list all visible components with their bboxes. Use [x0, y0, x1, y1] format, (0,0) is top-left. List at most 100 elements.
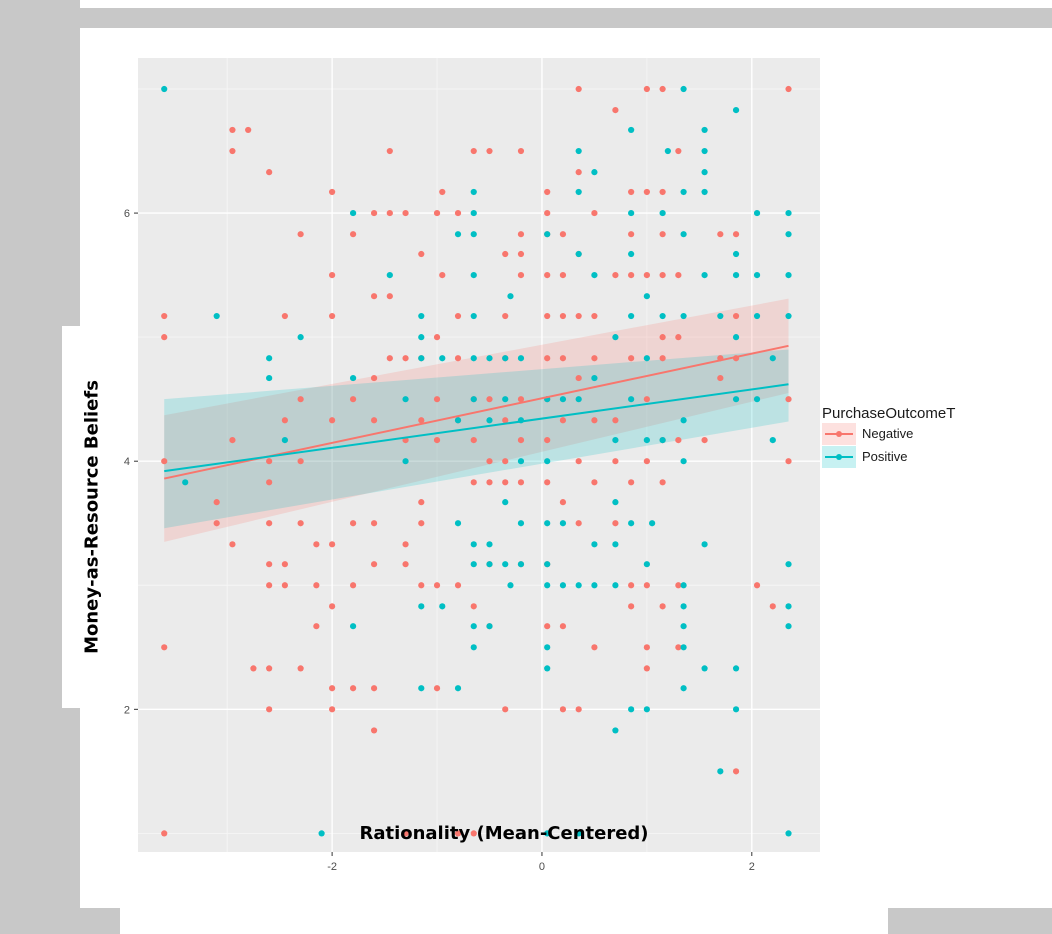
data-point-negative — [559, 623, 567, 630]
data-point-negative — [297, 665, 304, 672]
data-point-negative — [502, 312, 509, 320]
data-point-positive — [454, 685, 462, 692]
data-point-positive — [559, 396, 567, 403]
data-point-positive — [544, 561, 551, 568]
data-point-positive — [402, 396, 409, 403]
data-point-positive — [517, 561, 525, 568]
data-point-positive — [680, 458, 687, 465]
data-point-positive — [213, 312, 220, 320]
data-point-negative — [628, 479, 635, 486]
data-point-negative — [439, 188, 446, 196]
data-point-negative — [659, 334, 666, 341]
y-axis-label: Money-as-Resource Beliefs — [81, 380, 103, 654]
data-point-negative — [402, 561, 409, 568]
data-point-positive — [680, 644, 687, 651]
data-point-negative — [753, 582, 761, 589]
data-point-negative — [486, 147, 493, 155]
x-tick-label: 2 — [749, 861, 755, 873]
data-point-negative — [402, 541, 409, 548]
data-point-positive — [349, 623, 357, 630]
data-point-negative — [575, 85, 582, 93]
data-point-negative — [418, 582, 425, 589]
data-point-positive — [753, 312, 761, 320]
data-point-positive — [732, 396, 740, 403]
data-point-negative — [643, 188, 650, 196]
data-point-negative — [517, 479, 525, 486]
data-point-negative — [386, 293, 393, 300]
data-point-negative — [575, 706, 582, 713]
data-point-negative — [229, 126, 236, 134]
data-point-positive — [470, 561, 477, 568]
data-point-negative — [281, 561, 288, 568]
data-point-negative — [297, 231, 304, 238]
legend-entries: Negative Positive — [822, 422, 1052, 468]
data-point-positive — [470, 355, 477, 362]
data-point-negative — [544, 312, 551, 320]
data-point-positive — [612, 727, 619, 734]
data-point-positive — [643, 355, 650, 362]
data-point-positive — [612, 334, 619, 341]
data-point-positive — [732, 272, 740, 279]
data-point-negative — [161, 458, 168, 465]
data-point-negative — [732, 312, 740, 320]
data-point-negative — [732, 231, 740, 238]
data-point-negative — [313, 623, 320, 630]
data-point-positive — [732, 334, 740, 341]
data-point-positive — [769, 437, 776, 444]
data-point-negative — [213, 520, 220, 527]
data-point-negative — [229, 147, 236, 155]
data-point-negative — [612, 272, 619, 279]
data-point-negative — [349, 520, 357, 527]
data-point-negative — [370, 685, 378, 692]
data-point-positive — [591, 169, 598, 176]
data-point-positive — [628, 312, 635, 320]
data-point-positive — [418, 603, 425, 610]
data-point-positive — [769, 355, 776, 362]
legend-key — [822, 445, 856, 468]
data-point-negative — [544, 479, 551, 486]
data-point-negative — [454, 830, 462, 837]
data-point-negative — [575, 169, 582, 176]
data-point-positive — [470, 272, 477, 279]
data-point-positive — [544, 582, 551, 589]
data-point-negative — [675, 147, 682, 155]
data-point-negative — [643, 665, 650, 672]
data-point-negative — [717, 231, 724, 238]
data-point-positive — [544, 665, 551, 672]
data-point-positive — [701, 126, 708, 134]
data-point-positive — [470, 396, 477, 403]
data-point-positive — [418, 685, 425, 692]
data-point-negative — [433, 685, 441, 692]
data-point-negative — [370, 209, 378, 217]
data-point-negative — [559, 312, 567, 320]
data-point-positive — [628, 520, 635, 527]
data-point-negative — [612, 107, 619, 114]
data-point-positive — [161, 85, 168, 93]
data-point-negative — [349, 685, 357, 692]
data-point-positive — [643, 293, 650, 300]
data-point-negative — [470, 603, 477, 610]
data-point-positive — [591, 582, 598, 589]
data-point-negative — [313, 541, 320, 548]
data-point-positive — [470, 188, 477, 196]
y-tick-label: 4 — [124, 456, 130, 468]
data-point-positive — [701, 188, 708, 196]
data-point-positive — [502, 396, 509, 403]
data-point-positive — [753, 396, 761, 403]
data-point-negative — [418, 499, 425, 506]
data-point-positive — [297, 334, 304, 341]
data-point-positive — [470, 231, 477, 238]
data-point-positive — [439, 603, 446, 610]
data-point-negative — [297, 396, 304, 403]
data-point-negative — [643, 396, 650, 403]
data-point-negative — [161, 334, 168, 341]
y-tick-label: 6 — [124, 208, 130, 220]
data-point-positive — [544, 520, 551, 527]
data-point-positive — [628, 126, 635, 134]
data-point-positive — [680, 85, 687, 93]
data-point-negative — [502, 458, 509, 465]
x-tick-label: -2 — [327, 861, 337, 873]
data-point-negative — [402, 830, 409, 837]
data-point-positive — [486, 417, 493, 424]
